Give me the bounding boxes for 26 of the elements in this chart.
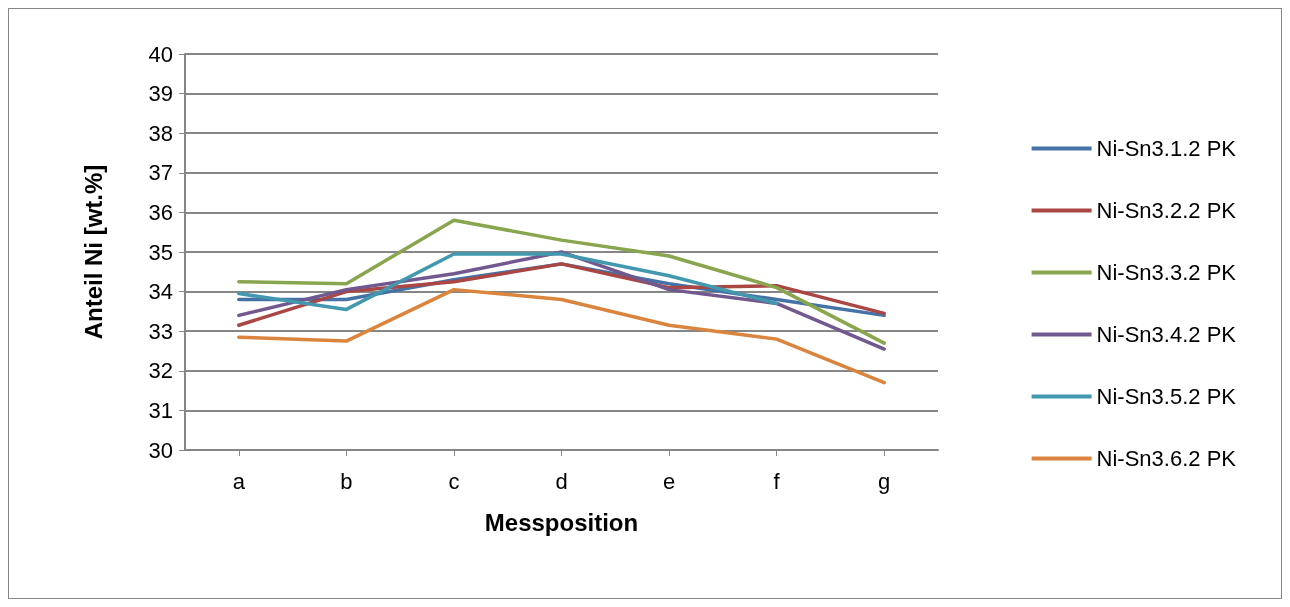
- y-tick-label: 38: [148, 120, 173, 146]
- y-tick-label: 40: [148, 41, 173, 67]
- legend-label: Ni-Sn3.2.2 PK: [1096, 198, 1237, 223]
- legend-label: Ni-Sn3.4.2 PK: [1096, 322, 1237, 347]
- legend-label: Ni-Sn3.1.2 PK: [1096, 136, 1237, 161]
- y-axis-title: Anteil Ni [wt.%]: [79, 164, 107, 340]
- x-tick-label: a: [232, 468, 246, 494]
- y-tick-label: 32: [148, 358, 173, 384]
- x-tick-label: g: [878, 468, 891, 494]
- x-tick-label: c: [448, 468, 460, 494]
- x-axis-title: Messposition: [484, 508, 639, 536]
- y-tick-label: 37: [148, 160, 173, 186]
- y-tick-label: 33: [148, 318, 173, 344]
- x-tick-label: e: [662, 468, 676, 494]
- legend-label: Ni-Sn3.5.2 PK: [1096, 384, 1237, 409]
- x-tick-label: d: [555, 468, 568, 494]
- y-tick-label: 35: [148, 239, 173, 265]
- x-tick-label: b: [340, 468, 353, 494]
- y-tick-label: 31: [148, 397, 173, 423]
- y-tick-label: 34: [148, 279, 173, 305]
- y-tick-label: 39: [148, 81, 173, 107]
- y-tick-label: 36: [148, 199, 173, 225]
- legend-label: Ni-Sn3.6.2 PK: [1096, 446, 1237, 471]
- legend-label: Ni-Sn3.3.2 PK: [1096, 260, 1237, 285]
- y-tick-label: 30: [148, 437, 173, 463]
- x-tick-label: f: [773, 468, 781, 494]
